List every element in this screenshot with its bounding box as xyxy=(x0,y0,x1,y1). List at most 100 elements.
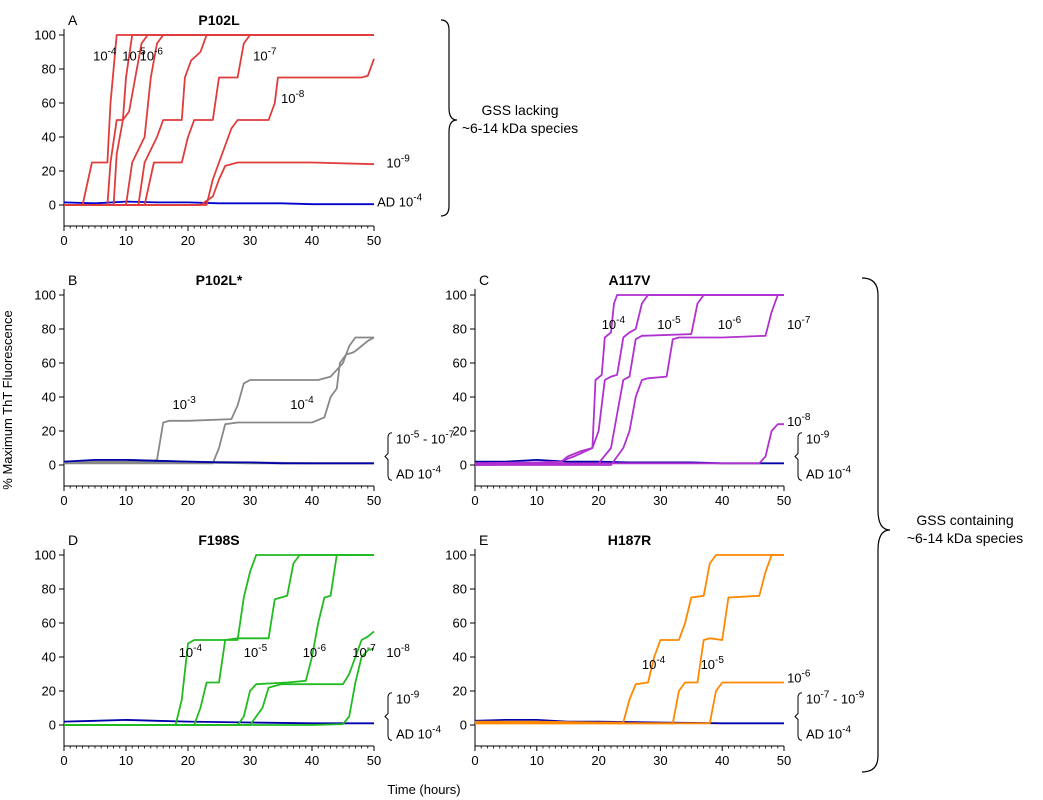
series-line xyxy=(64,34,374,206)
panel-b: 0 20 40 60 80 100 0 10 20 30 40 50 B P102L* 10-3 10-4 10… xyxy=(34,272,454,508)
dilution-label: 10-8 xyxy=(787,412,811,429)
dilution-label: 10-6 xyxy=(787,669,811,686)
series-line xyxy=(475,294,784,466)
panel-title: P102L* xyxy=(196,272,243,288)
series-line xyxy=(64,554,374,726)
dilution-label: 10-5 xyxy=(701,655,725,672)
bracket xyxy=(794,692,803,741)
y-tick-label: 80 xyxy=(42,582,56,597)
dilution-label: 10-5 xyxy=(244,643,268,660)
series-line xyxy=(474,423,784,466)
dilution-label: 10-3 xyxy=(173,395,197,412)
x-tick-label: 10 xyxy=(530,493,544,508)
series-line xyxy=(64,647,375,726)
brace-top-line-1: GSS lacking xyxy=(481,102,558,118)
panel-letter: A xyxy=(68,12,78,28)
x-tick-label: 40 xyxy=(305,753,319,768)
dilution-label: 10-4 xyxy=(179,643,203,660)
x-axis-label: Time (hours) xyxy=(387,782,460,797)
panel-letter: B xyxy=(68,272,77,288)
dilution-label: AD 10-4 xyxy=(377,193,422,210)
y-tick-label: 100 xyxy=(445,548,467,563)
series-line xyxy=(64,34,374,206)
x-tick-label: 30 xyxy=(653,753,667,768)
brace-top xyxy=(440,19,458,217)
series-line xyxy=(475,294,784,465)
x-tick-label: 40 xyxy=(715,753,729,768)
panel-title: P102L xyxy=(198,12,240,28)
panel-c: 0 20 40 60 80 100 0 10 20 30 40 50 C A117V 10-4 10-5 10-… xyxy=(445,272,851,508)
y-tick-label: 40 xyxy=(42,130,56,145)
series-line xyxy=(64,34,374,206)
bracket xyxy=(384,692,393,741)
panel-title: A117V xyxy=(608,272,651,288)
bracket-line-1: 10-9 xyxy=(396,690,420,707)
y-tick-label: 20 xyxy=(42,164,56,179)
bracket-line-2: AD 10-4 xyxy=(396,724,441,741)
brace-bottom-line-2: ~6-14 kDa species xyxy=(907,530,1023,546)
y-tick-label: 40 xyxy=(42,390,56,405)
y-tick-label: 20 xyxy=(42,684,56,699)
y-tick-label: 20 xyxy=(453,684,467,699)
y-tick-label: 60 xyxy=(42,96,56,111)
y-tick-label: 0 xyxy=(460,458,467,473)
bracket-line-2: AD 10-4 xyxy=(806,464,851,481)
y-tick-label: 60 xyxy=(42,356,56,371)
y-tick-label: 80 xyxy=(453,582,467,597)
y-tick-label: 40 xyxy=(453,390,467,405)
bracket-line-1: 10-7 - 10-9 xyxy=(806,690,865,707)
series-line xyxy=(64,630,375,726)
y-tick-label: 80 xyxy=(42,62,56,77)
y-tick-label: 100 xyxy=(34,548,56,563)
series-line xyxy=(64,34,374,206)
series-line xyxy=(64,336,375,465)
dilution-label: 10-6 xyxy=(303,643,327,660)
dilution-label: 10-7 xyxy=(787,315,811,332)
dilution-label: 10-6 xyxy=(140,47,164,64)
brace-top-line-2: ~6-14 kDa species xyxy=(462,120,578,136)
x-tick-label: 10 xyxy=(119,753,133,768)
y-tick-label: 0 xyxy=(49,198,56,213)
series-line xyxy=(64,554,374,726)
bracket-line-2: AD 10-4 xyxy=(396,464,441,481)
x-tick-label: 20 xyxy=(591,753,605,768)
dilution-label: 10-4 xyxy=(642,655,666,672)
y-tick-label: 20 xyxy=(42,424,56,439)
y-tick-label: 40 xyxy=(453,650,467,665)
dilution-label: 10-4 xyxy=(93,47,117,64)
series-line xyxy=(63,200,374,206)
series-line xyxy=(64,58,375,206)
y-tick-label: 60 xyxy=(453,616,467,631)
series-line xyxy=(475,554,784,725)
y-tick-label: 60 xyxy=(453,356,467,371)
series-line xyxy=(63,719,374,725)
x-tick-label: 0 xyxy=(60,493,67,508)
panel-title: F198S xyxy=(198,532,239,548)
panel-title: H187R xyxy=(608,532,652,548)
x-tick-label: 0 xyxy=(471,753,478,768)
x-tick-label: 10 xyxy=(119,233,133,248)
bracket xyxy=(794,432,803,481)
bracket-line-1: 10-9 xyxy=(806,430,830,447)
y-tick-label: 0 xyxy=(49,458,56,473)
dilution-label: 10-6 xyxy=(718,315,742,332)
panel-letter: C xyxy=(479,272,489,288)
x-tick-label: 30 xyxy=(243,493,257,508)
dilution-label: 10-5 xyxy=(657,315,681,332)
series-line xyxy=(64,34,374,206)
dilution-label: 10-5 xyxy=(122,47,146,64)
bracket-line-2: AD 10-4 xyxy=(806,724,851,741)
x-tick-label: 50 xyxy=(777,493,791,508)
dilution-label: 10-7 xyxy=(253,47,277,64)
y-tick-label: 20 xyxy=(453,424,467,439)
series-line xyxy=(475,294,784,465)
x-tick-label: 30 xyxy=(653,493,667,508)
x-tick-label: 30 xyxy=(243,753,257,768)
series-line xyxy=(64,161,375,206)
series-line xyxy=(63,459,374,465)
series-line xyxy=(64,336,374,463)
y-axis-label: % Maximum ThT Fluorescence xyxy=(0,310,15,489)
panel-letter: D xyxy=(68,532,78,548)
